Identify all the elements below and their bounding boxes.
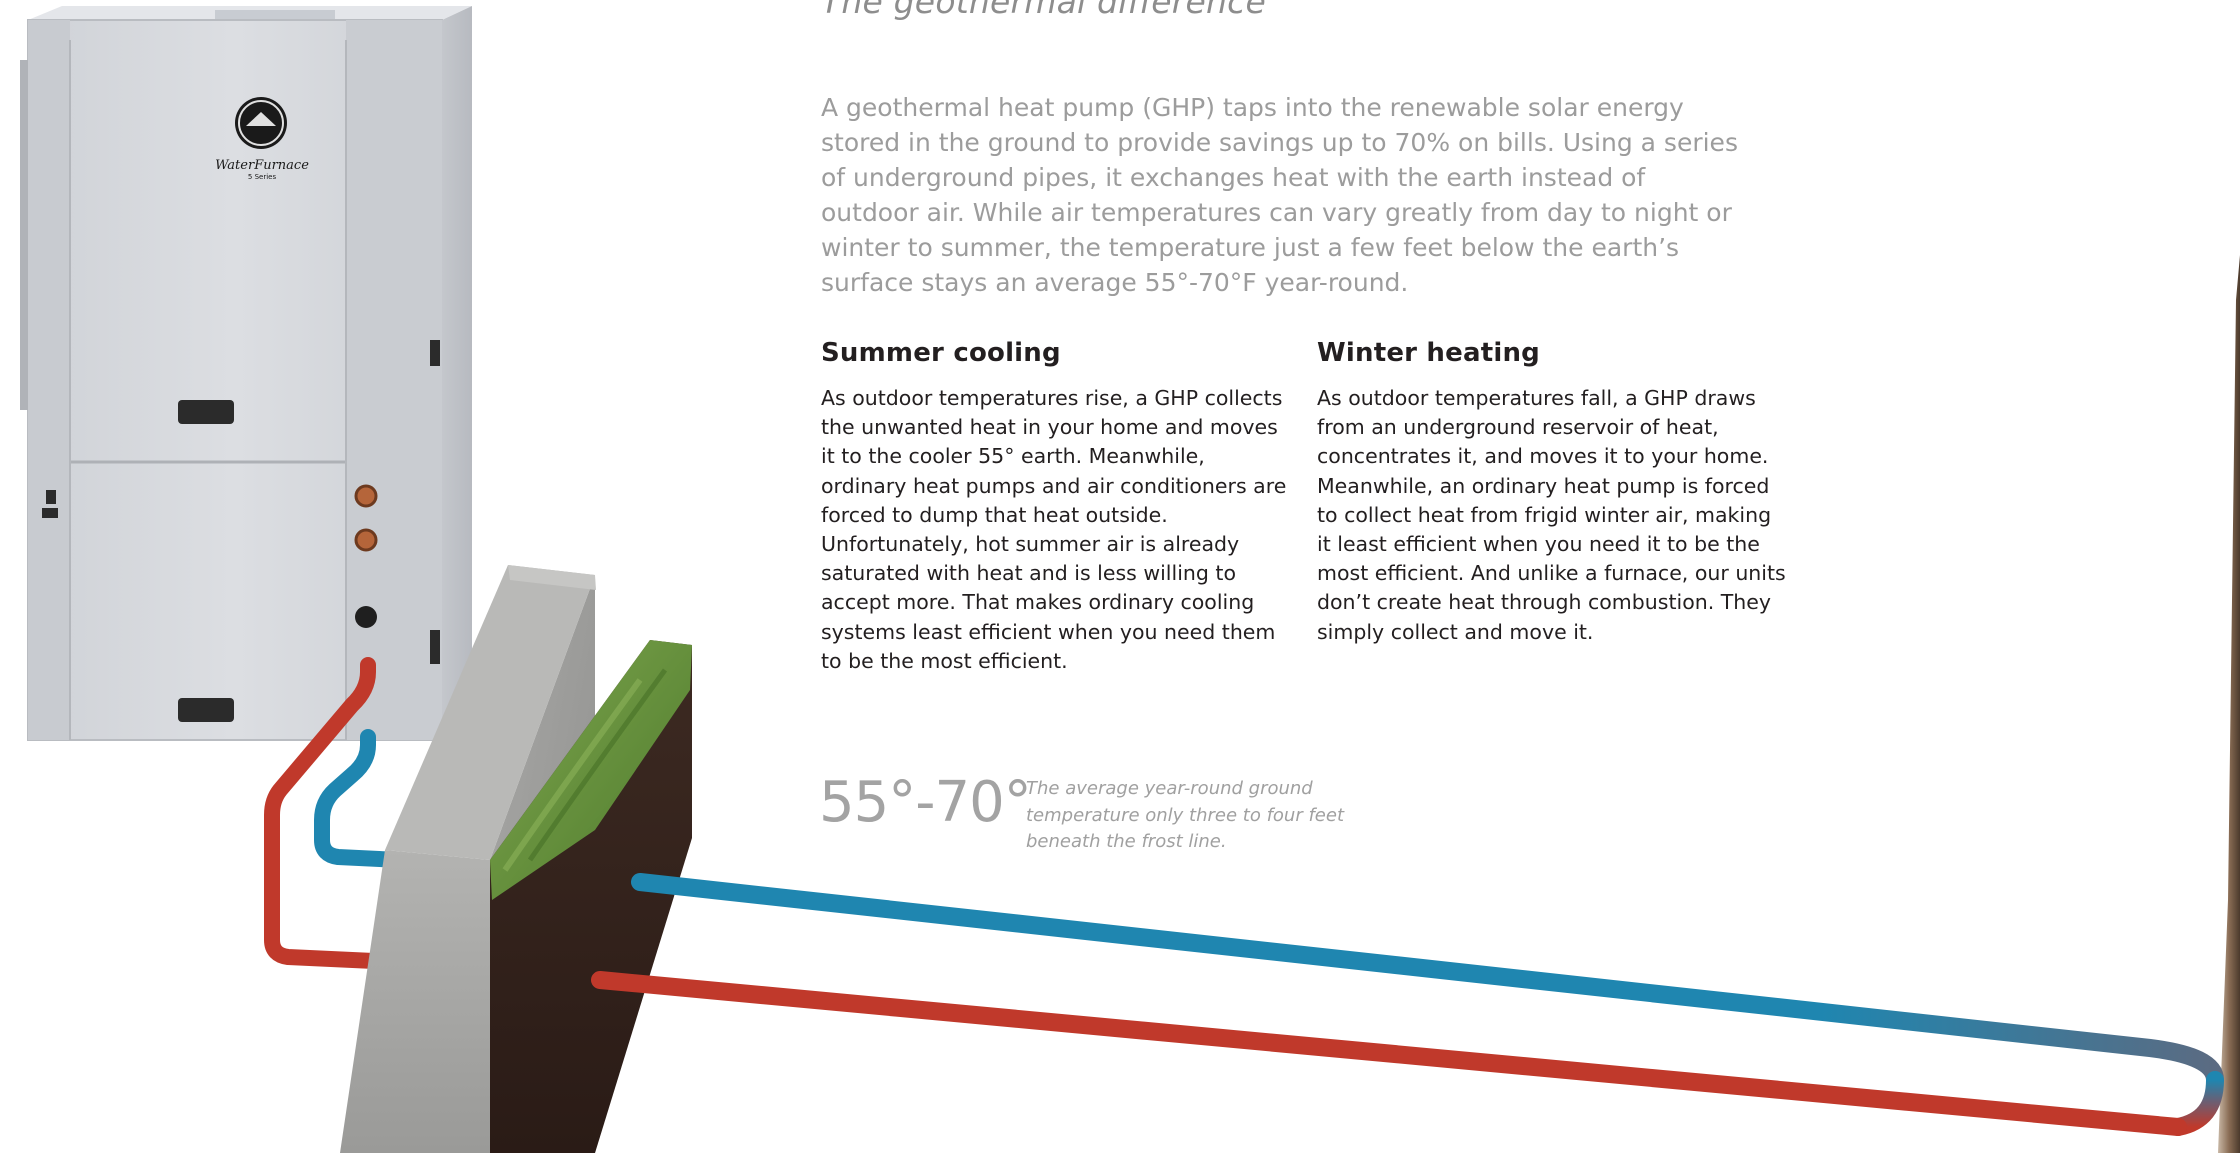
stat-value: 55°-70°: [819, 770, 1032, 835]
ground-cutaway: [340, 565, 692, 1153]
stone-cap: [508, 565, 596, 590]
heat-pump-unit: WaterFurnace 5 Series: [20, 6, 472, 741]
waterfurnace-logo: WaterFurnace 5 Series: [215, 97, 309, 181]
summer-cooling-body: As outdoor temperatures rise, a GHP coll…: [821, 386, 1287, 673]
winter-heating-title: Winter heating: [1317, 338, 1540, 368]
unit-right-strip: [346, 20, 442, 740]
intro-paragraph: A geothermal heat pump (GHP) taps into t…: [821, 93, 1738, 297]
ground-loop-red: [591, 971, 2187, 1136]
summer-cooling-section: Summer cooling As outdoor temperatures r…: [821, 336, 1291, 676]
pipe-return-blue: [314, 729, 408, 868]
unit-handle-top: [178, 400, 234, 424]
stone-top: [385, 565, 595, 860]
soil-block: [490, 640, 692, 1153]
stone-face-front: [340, 850, 490, 1153]
stat-note: The average year-round ground temperatur…: [1026, 778, 1345, 852]
edge-photo-strip: [2218, 255, 2240, 1153]
port-copper-2: [354, 528, 378, 552]
summer-cooling-title: Summer cooling: [821, 338, 1061, 368]
unit-top-vent: [215, 10, 335, 20]
unit-handle-bottom: [178, 698, 234, 722]
winter-heating-section: Winter heating As outdoor temperatures f…: [1317, 336, 1787, 647]
unit-left-strip: [28, 20, 70, 740]
winter-heating-body: As outdoor temperatures fall, a GHP draw…: [1317, 386, 1786, 644]
logo-series-text: 5 Series: [248, 173, 277, 181]
port-copper-1: [354, 484, 378, 508]
port-black: [355, 606, 377, 628]
pipe-supply-red: [264, 657, 403, 970]
logo-brand-text: WaterFurnace: [215, 158, 309, 173]
unit-side: [442, 6, 472, 740]
page-title: The geothermal difference: [821, 0, 1266, 21]
